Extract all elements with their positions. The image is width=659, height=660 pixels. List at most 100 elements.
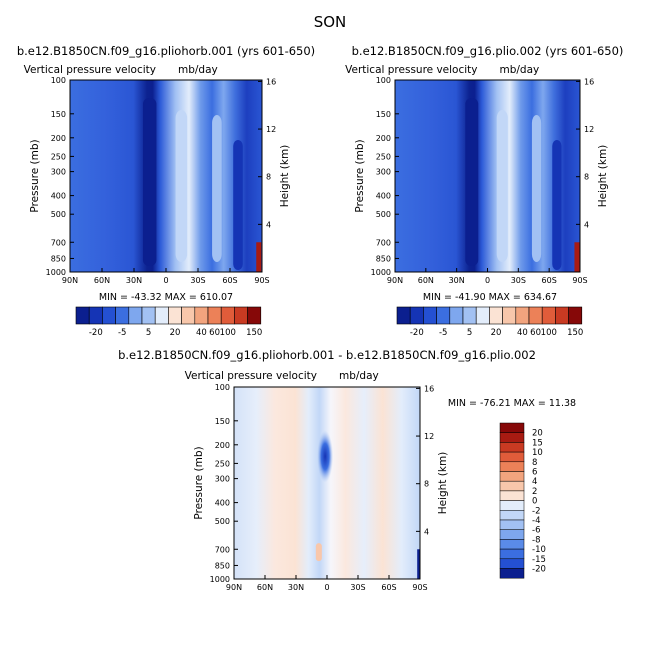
y-tick-label: 700 bbox=[215, 545, 230, 554]
x-tick-label: 60N bbox=[418, 276, 434, 285]
y-tick-label: 850 bbox=[376, 254, 391, 263]
y-tick-label: 400 bbox=[376, 192, 391, 201]
x-tick-label: 90N bbox=[387, 276, 403, 285]
contour-field bbox=[70, 80, 262, 272]
colorbar-label: -5 bbox=[439, 328, 447, 338]
y2-tick-label: 4 bbox=[266, 220, 271, 229]
colorbar-label: 100 bbox=[541, 328, 557, 338]
colorbar-label: -2 bbox=[532, 506, 540, 516]
colorbar-swatch bbox=[528, 306, 543, 325]
colorbar-swatch bbox=[555, 306, 569, 325]
colorbar-swatch bbox=[499, 461, 525, 472]
colorbar-swatch bbox=[396, 306, 411, 325]
colorbar-swatch bbox=[499, 529, 525, 540]
contour-band bbox=[315, 543, 322, 562]
panel-case-title: b.e12.B1850CN.f09_g16.plio.002 (yrs 601-… bbox=[352, 44, 624, 58]
panel-subtitle: Vertical pressure velocity bbox=[185, 370, 317, 382]
colorbar-swatch bbox=[75, 306, 90, 325]
contour-band bbox=[212, 115, 222, 262]
panel-case-title: b.e12.B1850CN.f09_g16.pliohorb.001 (yrs … bbox=[17, 44, 315, 58]
colorbar-label: 60 bbox=[530, 328, 541, 338]
contour-field bbox=[395, 80, 580, 272]
colorbar-label: -15 bbox=[532, 555, 546, 565]
x-tick-label: 30S bbox=[350, 583, 365, 592]
x-tick-label: 60N bbox=[257, 583, 273, 592]
colorbar-label: 100 bbox=[220, 328, 236, 338]
panel-pliohorb: b.e12.B1850CN.f09_g16.pliohorb.001 (yrs … bbox=[17, 44, 315, 338]
y-tick-label: 250 bbox=[215, 459, 230, 468]
colorbar-label: 20 bbox=[532, 429, 543, 439]
contour-band bbox=[531, 115, 542, 262]
contour-band bbox=[496, 110, 508, 262]
colorbar-swatch bbox=[499, 442, 525, 453]
colorbar-label: 2 bbox=[532, 487, 537, 497]
colorbar-label: -20 bbox=[89, 328, 103, 338]
colorbar-label: 20 bbox=[170, 328, 181, 338]
colorbar-swatch bbox=[409, 306, 424, 325]
y-tick-label: 100 bbox=[51, 76, 66, 85]
y-tick-label: 1000 bbox=[371, 268, 391, 277]
y2-tick-label: 4 bbox=[424, 527, 429, 536]
x-tick-label: 0 bbox=[485, 276, 490, 285]
y-tick-label: 200 bbox=[51, 134, 66, 143]
y2-tick-label: 8 bbox=[424, 480, 429, 489]
colorbar-swatch bbox=[499, 510, 525, 521]
x-tick-label: 30N bbox=[126, 276, 142, 285]
contour-band bbox=[417, 549, 421, 579]
colorbar-swatch bbox=[499, 519, 525, 530]
x-tick-label: 90S bbox=[572, 276, 587, 285]
colorbar-swatch bbox=[489, 306, 503, 325]
colorbar-label: 8 bbox=[532, 458, 537, 468]
y2-axis-label: Height (km) bbox=[279, 145, 291, 208]
x-tick-label: 30S bbox=[190, 276, 205, 285]
y-tick-label: 400 bbox=[51, 192, 66, 201]
colorbar-label: 4 bbox=[532, 477, 537, 487]
y-tick-label: 100 bbox=[215, 383, 230, 392]
colorbar-swatch bbox=[475, 306, 490, 325]
panel-units: mb/day bbox=[339, 370, 379, 382]
y-tick-label: 150 bbox=[51, 110, 66, 119]
panel-plio: b.e12.B1850CN.f09_g16.plio.002 (yrs 601-… bbox=[345, 44, 623, 338]
panel-subtitle: Vertical pressure velocity bbox=[24, 64, 156, 76]
panel-difference: b.e12.B1850CN.f09_g16.pliohorb.001 - b.e… bbox=[118, 348, 576, 592]
y-tick-label: 200 bbox=[376, 134, 391, 143]
colorbar-swatch bbox=[115, 306, 130, 325]
y2-tick-label: 4 bbox=[584, 220, 589, 229]
panel-units: mb/day bbox=[178, 64, 218, 76]
colorbar-swatch bbox=[499, 500, 525, 511]
contour-band bbox=[233, 140, 243, 270]
colorbar-label: 40 bbox=[517, 328, 528, 338]
colorbar-label: 0 bbox=[532, 497, 537, 507]
colorbar-swatch bbox=[499, 471, 525, 482]
y-tick-label: 500 bbox=[376, 210, 391, 219]
colorbar-swatch bbox=[247, 306, 262, 325]
y-tick-label: 850 bbox=[51, 254, 66, 263]
colorbar-label: 40 bbox=[196, 328, 207, 338]
y-tick-label: 150 bbox=[215, 417, 230, 426]
x-tick-label: 30S bbox=[511, 276, 526, 285]
y-tick-label: 300 bbox=[376, 168, 391, 177]
colorbar-swatch bbox=[154, 306, 169, 325]
panel-case-title: b.e12.B1850CN.f09_g16.pliohorb.001 - b.e… bbox=[118, 348, 536, 362]
y-tick-label: 500 bbox=[51, 210, 66, 219]
x-tick-label: 90N bbox=[226, 583, 242, 592]
colorbar-swatch bbox=[568, 306, 583, 325]
x-tick-label: 0 bbox=[324, 583, 329, 592]
y2-tick-label: 12 bbox=[266, 125, 276, 134]
colorbar-swatch bbox=[499, 422, 525, 433]
colorbar-swatch bbox=[423, 306, 437, 325]
colorbar-label: -5 bbox=[118, 328, 126, 338]
colorbar-swatch bbox=[499, 490, 525, 501]
colorbar-swatch bbox=[499, 548, 525, 560]
colorbar-label: 20 bbox=[491, 328, 502, 338]
y2-tick-label: 12 bbox=[584, 125, 594, 134]
y-tick-label: 250 bbox=[376, 152, 391, 161]
contour-field bbox=[234, 387, 420, 579]
y-tick-label: 300 bbox=[215, 475, 230, 484]
y2-tick-label: 16 bbox=[584, 77, 594, 86]
contour-band bbox=[552, 140, 562, 270]
colorbar-swatch bbox=[141, 306, 156, 325]
colorbar-swatch bbox=[541, 306, 556, 325]
colorbar-swatch bbox=[515, 306, 530, 325]
